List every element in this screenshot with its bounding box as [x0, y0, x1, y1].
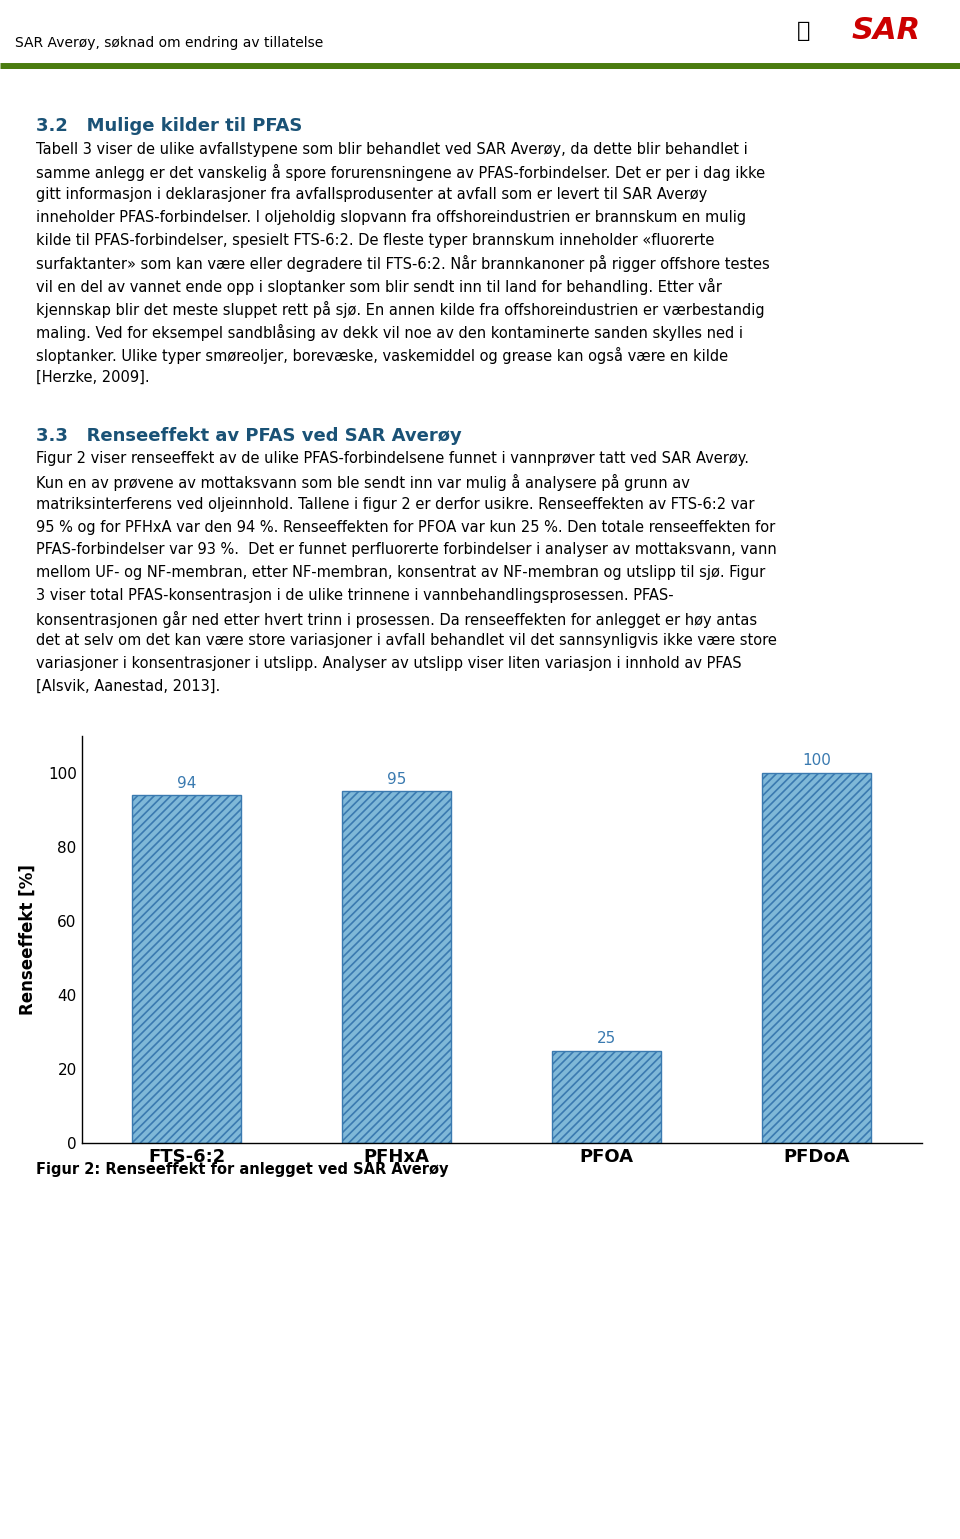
- Bar: [762, 773, 872, 1143]
- Text: kjennskap blir det meste sluppet rett på sjø. En annen kilde fra offshoreindustr: kjennskap blir det meste sluppet rett på…: [36, 302, 765, 319]
- Text: det at selv om det kan være store variasjoner i avfall behandlet vil det sannsyn: det at selv om det kan være store varias…: [36, 634, 778, 648]
- Text: Tabell 3 viser de ulike avfallstypene som blir behandlet ved SAR Averøy, da dett: Tabell 3 viser de ulike avfallstypene so…: [36, 142, 748, 157]
- Text: matriksinterferens ved oljeinnhold. Tallene i figur 2 er derfor usikre. Renseeff: matriksinterferens ved oljeinnhold. Tall…: [36, 497, 755, 512]
- Text: 3.2   Mulige kilder til PFAS: 3.2 Mulige kilder til PFAS: [36, 117, 302, 135]
- Text: 🌿: 🌿: [797, 22, 810, 40]
- Text: sloptanker. Ulike typer smøreoljer, borevæske, vaskemiddel og grease kan også væ: sloptanker. Ulike typer smøreoljer, bore…: [36, 346, 729, 363]
- Text: SAR: SAR: [852, 17, 921, 45]
- Bar: [342, 791, 451, 1143]
- Text: PFAS-forbindelser var 93 %.  Det er funnet perfluorerte forbindelser i analyser : PFAS-forbindelser var 93 %. Det er funne…: [36, 542, 778, 557]
- Text: SAR Averøy, søknad om endring av tillatelse: SAR Averøy, søknad om endring av tillate…: [14, 35, 323, 51]
- Text: 3 viser total PFAS-konsentrasjon i de ulike trinnene i vannbehandlingsprosessen.: 3 viser total PFAS-konsentrasjon i de ul…: [36, 588, 674, 603]
- Text: samme anlegg er det vanskelig å spore forurensningene av PFAS-forbindelser. Det : samme anlegg er det vanskelig å spore fo…: [36, 165, 766, 182]
- Text: 94: 94: [177, 776, 196, 791]
- Bar: [132, 796, 241, 1143]
- Text: inneholder PFAS-forbindelser. I oljeholdig slopvann fra offshoreindustrien er br: inneholder PFAS-forbindelser. I oljehold…: [36, 209, 747, 225]
- Text: [Alsvik, Aanestad, 2013].: [Alsvik, Aanestad, 2013].: [36, 679, 221, 694]
- Text: Figur 2 viser renseeffekt av de ulike PFAS-forbindelsene funnet i vannprøver tat: Figur 2 viser renseeffekt av de ulike PF…: [36, 451, 750, 466]
- Text: gitt informasjon i deklarasjoner fra avfallsprodusenter at avfall som er levert : gitt informasjon i deklarasjoner fra avf…: [36, 188, 708, 202]
- Text: 95: 95: [387, 771, 406, 786]
- Text: 100: 100: [803, 753, 831, 768]
- Text: konsentrasjonen går ned etter hvert trinn i prosessen. Da renseeffekten for anle: konsentrasjonen går ned etter hvert trin…: [36, 611, 757, 628]
- Text: variasjoner i konsentrasjoner i utslipp. Analyser av utslipp viser liten variasj: variasjoner i konsentrasjoner i utslipp.…: [36, 656, 742, 671]
- Text: vil en del av vannet ende opp i sloptanker som blir sendt inn til land for behan: vil en del av vannet ende opp i sloptank…: [36, 279, 722, 295]
- Text: kilde til PFAS-forbindelser, spesielt FTS-6:2. De fleste typer brannskum innehol: kilde til PFAS-forbindelser, spesielt FT…: [36, 232, 715, 248]
- Text: Figur 2: Renseeffekt for anlegget ved SAR Averøy: Figur 2: Renseeffekt for anlegget ved SA…: [36, 1162, 449, 1177]
- Bar: [552, 1051, 661, 1143]
- Text: maling. Ved for eksempel sandblåsing av dekk vil noe av den kontaminerte sanden : maling. Ved for eksempel sandblåsing av …: [36, 323, 743, 340]
- Text: [Herzke, 2009].: [Herzke, 2009].: [36, 369, 150, 385]
- Text: mellom UF- og NF-membran, etter NF-membran, konsentrat av NF-membran og utslipp : mellom UF- og NF-membran, etter NF-membr…: [36, 565, 766, 580]
- Text: 25: 25: [597, 1031, 616, 1047]
- Y-axis label: Renseeffekt [%]: Renseeffekt [%]: [19, 863, 36, 1016]
- Text: Kun en av prøvene av mottaksvann som ble sendt inn var mulig å analysere på grun: Kun en av prøvene av mottaksvann som ble…: [36, 474, 690, 491]
- Text: 3.3   Renseeffekt av PFAS ved SAR Averøy: 3.3 Renseeffekt av PFAS ved SAR Averøy: [36, 426, 462, 445]
- Text: surfaktanter» som kan være eller degradere til FTS-6:2. Når brannkanoner på rigg: surfaktanter» som kan være eller degrade…: [36, 255, 770, 272]
- Text: 95 % og for PFHxA var den 94 %. Renseeffekten for PFOA var kun 25 %. Den totale : 95 % og for PFHxA var den 94 %. Renseeff…: [36, 520, 776, 534]
